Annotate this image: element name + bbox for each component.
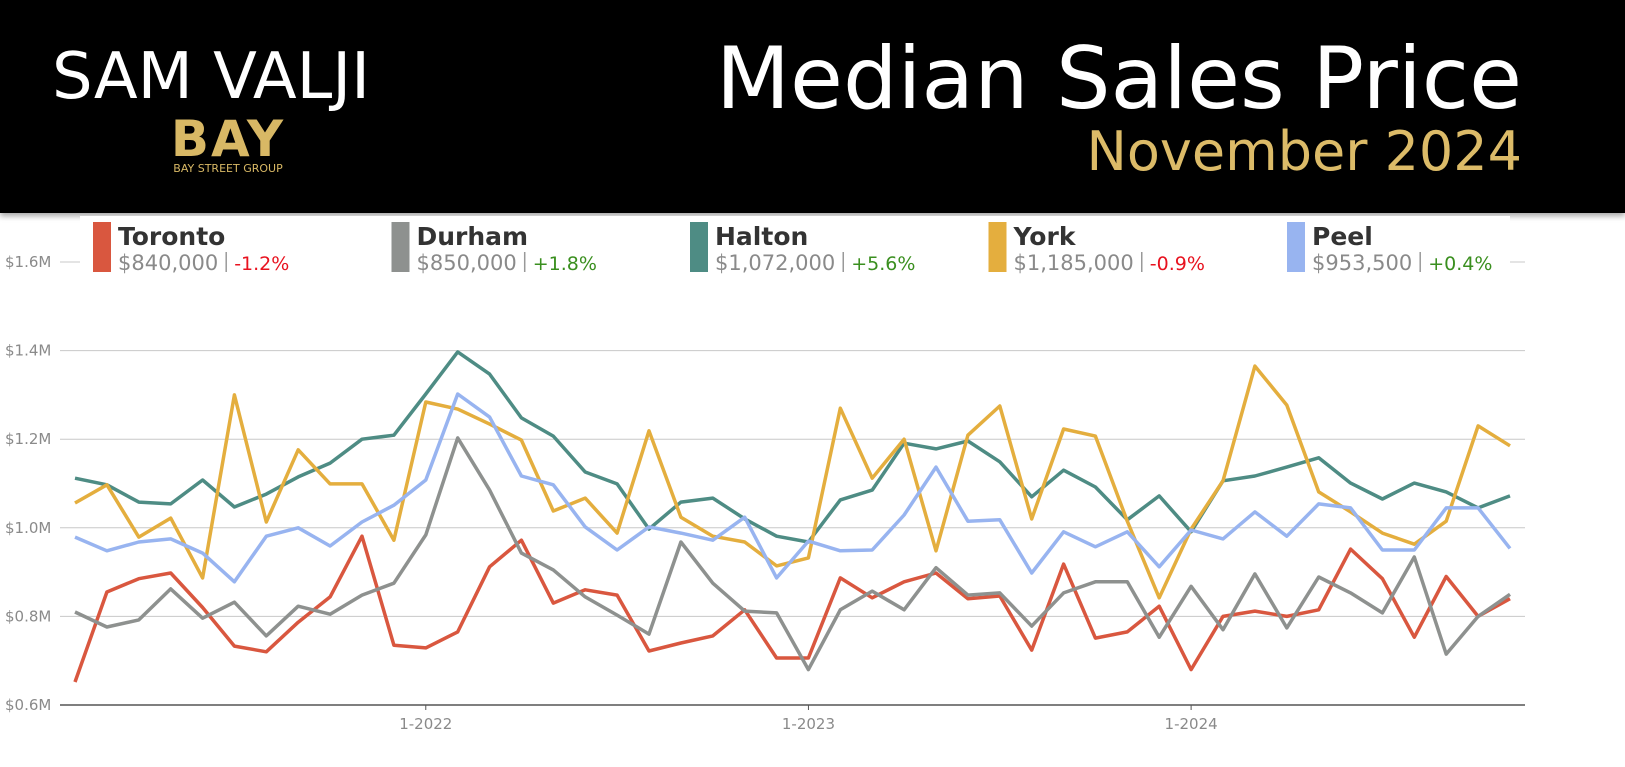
series-line <box>74 392 1512 584</box>
legend-swatch <box>690 222 708 272</box>
legend-name: York <box>1013 222 1077 251</box>
logo: BAY <box>171 110 285 168</box>
legend-background <box>80 216 1510 278</box>
legend-swatch <box>391 222 410 272</box>
series-line <box>74 436 1511 672</box>
legend-price: $953,500 <box>1312 251 1412 275</box>
y-tick-label: $1.2M <box>5 430 51 448</box>
legend-swatch <box>93 222 111 272</box>
y-tick-label: $0.6M <box>5 696 51 714</box>
legend-change: +5.6% <box>851 253 915 275</box>
logo-tagline: BAY STREET GROUP <box>173 162 283 175</box>
legend-swatch <box>1287 222 1305 272</box>
y-tick-label: $0.8M <box>5 607 51 625</box>
legend-price: $1,072,000 <box>715 251 835 275</box>
header-band <box>0 0 1625 213</box>
legend-price: $850,000 <box>417 251 517 275</box>
legend-swatch <box>988 222 1007 272</box>
legend-change: +0.4% <box>1428 253 1492 275</box>
brand: SAM VALJI <box>52 40 370 114</box>
legend-name: Peel <box>1312 222 1373 251</box>
legend-name: Halton <box>715 222 808 251</box>
series-line <box>74 350 1511 544</box>
chart-subtitle: November 2024 <box>1086 120 1522 183</box>
legend-price: $1,185,000 <box>1014 251 1134 275</box>
legend-name: Toronto <box>118 222 225 251</box>
y-tick-label: $1.0M <box>5 519 51 537</box>
x-tick-label: 1-2024 <box>1165 715 1218 733</box>
x-tick-label: 1-2022 <box>399 715 452 733</box>
legend-change: -0.9% <box>1150 253 1205 275</box>
y-tick-label: $1.6M <box>5 253 51 271</box>
y-tick-label: $1.4M <box>5 342 51 360</box>
legend-name: Durham <box>417 222 529 251</box>
chart-title: Median Sales Price <box>716 29 1522 129</box>
legend-change: +1.8% <box>533 253 597 275</box>
legend-change: -1.2% <box>234 253 289 275</box>
legend-price: $840,000 <box>118 251 218 275</box>
x-tick-label: 1-2023 <box>782 715 835 733</box>
